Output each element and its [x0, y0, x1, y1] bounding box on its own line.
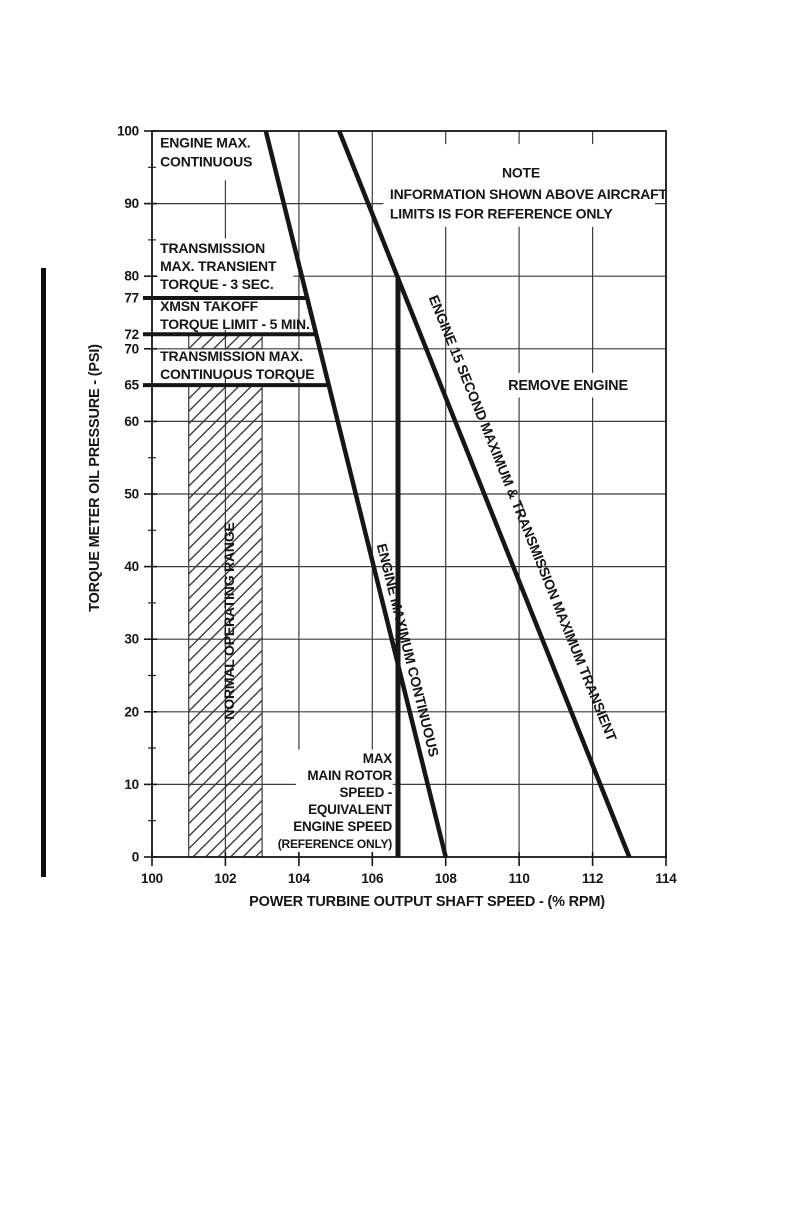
x-axis-title: POWER TURBINE OUTPUT SHAFT SPEED - (% RP…: [249, 894, 605, 910]
y-tick-label-72: 72: [124, 327, 139, 342]
label-engine-max-continuous: ENGINE MAX. CONTINUOUS: [160, 135, 252, 170]
note-title: NOTE: [502, 164, 540, 180]
engine-max-continuous-label-mask: [157, 131, 277, 181]
y-tick-label-10: 10: [124, 777, 139, 792]
y-tick-label-65: 65: [124, 378, 139, 393]
x-tick-label-114: 114: [655, 871, 677, 886]
y-tick-label-100: 100: [117, 124, 139, 139]
x-tick-label-112: 112: [582, 871, 603, 886]
y-tick-label-50: 50: [124, 487, 139, 502]
x-tick-label-102: 102: [214, 871, 236, 886]
y-tick-label-40: 40: [124, 559, 139, 574]
x-tick-label-108: 108: [435, 871, 458, 886]
transmission-continuous-label-mask: [157, 349, 314, 379]
engine-max-continuous-line: [263, 130, 448, 858]
x-tick-label-106: 106: [361, 871, 384, 886]
x-tick-label-100: 100: [141, 871, 163, 886]
y-tick-label-77: 77: [124, 291, 139, 306]
label-normal-operating-range: NORMAL OPERATING RANGE: [221, 522, 237, 719]
x-tick-label-104: 104: [288, 871, 311, 886]
label-engine-15-second-max: ENGINE 15 SECOND MAXIMUM & TRANSMISSION …: [426, 293, 621, 744]
engine-15-second-max-line: [337, 130, 632, 858]
transmission-labels-mask: [157, 238, 294, 330]
label-transmission-max-continuous: TRANSMISSION MAX. CONTINUOUS TORQUE: [160, 348, 314, 382]
y-tick-label-70: 70: [124, 341, 139, 356]
y-tick-label-20: 20: [124, 704, 139, 719]
y-axis-title: TORQUE METER OIL PRESSURE - (PSI): [87, 344, 103, 612]
y-tick-label-60: 60: [124, 414, 139, 429]
y-tick-label-90: 90: [124, 196, 139, 211]
note-mask: [383, 144, 655, 227]
y-tick-label-30: 30: [124, 632, 139, 647]
remove-engine-label-mask: [497, 372, 641, 398]
rotor-speed-label-mask: [295, 749, 393, 854]
label-max-main-rotor-speed: MAX MAIN ROTOR SPEED -EQUIVALENT ENGINE SPE…: [278, 751, 393, 851]
label-xmsn-takoff: XMSN TAKOFF TORQUE LIMIT - 5 MIN.: [160, 298, 310, 332]
label-transmission-max-transient: TRANSMISSION MAX. TRANSIENT TORQUE - 3 SEC…: [160, 240, 277, 292]
y-tick-label-80: 80: [124, 269, 139, 284]
label-engine-maximum-continuous: ENGINE MAXIMUM CONTINUOUS: [374, 542, 443, 758]
note-body: INFORMATION SHOWN ABOVE AIRCRAFT LIMITS I…: [390, 186, 668, 222]
y-tick-label-0: 0: [132, 850, 139, 865]
x-tick-label-110: 110: [509, 871, 530, 886]
change-bar: [41, 268, 46, 877]
label-remove-engine: REMOVE ENGINE: [508, 378, 628, 394]
